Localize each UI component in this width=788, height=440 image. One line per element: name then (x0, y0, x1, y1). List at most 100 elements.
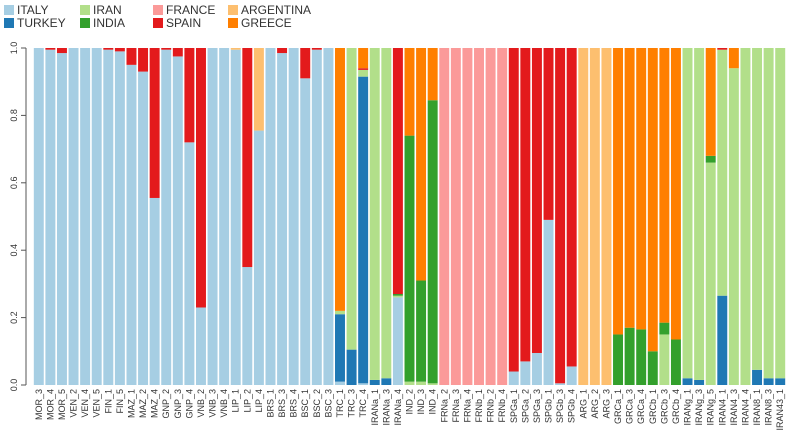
bar-segment-SPGb_1-spain (543, 48, 554, 220)
bar-segment-IRAN4_3-greece (728, 48, 739, 69)
bar-segment-IRANg_3-turkey (694, 379, 705, 385)
legend-label-turkey: TURKEY (17, 16, 66, 30)
bar-segment-TRC_3-turkey (346, 349, 357, 385)
bar-segment-IRANa_4-india (392, 294, 403, 296)
bar-segment-IRANa_4-iran (392, 295, 403, 298)
bar-segment-SPGb_4-italy (566, 366, 577, 385)
bar-segment-TRC_1-italy (335, 381, 345, 385)
bar-segment-TRC_4-greece (358, 48, 369, 69)
x-tick-label: MAZ_4 (150, 389, 160, 418)
bar-segment-IND_2-india (404, 135, 415, 382)
bar-segment-IND_2-iran (404, 381, 415, 385)
bar-segment-SPGa_1-spain (508, 48, 519, 372)
x-tick-label: BSC_2 (312, 389, 322, 418)
bar-segment-GRCa_1-india (613, 334, 623, 385)
x-tick-label: LIP_2 (242, 389, 252, 413)
bar-segment-LIP_2-spain (242, 48, 253, 268)
bar-segment-GRCa_3-india (624, 327, 635, 385)
x-tick-label: IRAN4_4 (740, 389, 750, 426)
x-tick-label: TRC_1 (335, 389, 345, 418)
x-tick-label: GNP_2 (161, 389, 171, 419)
legend-swatch-spain (153, 18, 163, 28)
x-tick-label: MOR_3 (34, 389, 44, 420)
bar-segment-BSC_2-italy (311, 49, 322, 385)
y-tick-label: 0.0 (9, 379, 19, 392)
bar-segment-MAZ_1-spain (126, 48, 137, 65)
bar-segment-GNP_3-spain (172, 48, 183, 57)
y-tick-label: 1.0 (9, 42, 19, 55)
bar-segment-IRAN43_1-turkey (775, 378, 786, 385)
bar-segment-TRC_1-iran (335, 310, 345, 315)
x-tick-label: SPGa_3 (532, 389, 542, 423)
bar-segment-GRCa_4-india (636, 329, 647, 385)
bar-segment-SPGb_4-spain (566, 48, 577, 367)
bar-segment-MAZ_2-italy (138, 71, 149, 385)
bar-segment-FRNa_2-france (439, 48, 450, 385)
legend-label-spain: SPAIN (166, 16, 201, 30)
bar-segment-SPGa_1-italy (508, 371, 519, 385)
legend-swatch-argentina (228, 5, 238, 15)
bar-segment-LIP_2-italy (242, 267, 253, 385)
bar-segment-SPGb_3-spain (555, 48, 566, 384)
x-tick-label: ARG_2 (590, 389, 600, 419)
y-tick-label: 0.4 (9, 244, 19, 257)
bar-segment-GRCb_1-greece (647, 48, 658, 352)
x-tick-label: GRCb_3 (659, 389, 669, 424)
bar-segment-FRNb_2-france (485, 48, 496, 385)
bar-segment-FIN_5-spain (114, 48, 125, 52)
x-tick-label: SPGa_2 (520, 389, 530, 423)
x-tick-label: SPGb_1 (544, 389, 554, 423)
x-tick-label: LIP_4 (254, 389, 264, 413)
bar-segment-FRNa_3-france (450, 48, 461, 385)
bar-segment-GRCb_3-iran (659, 334, 670, 385)
legend-swatch-iran (80, 5, 90, 15)
bar-segment-FIN_1-spain (103, 48, 114, 50)
bar-segment-IRAN8_1-turkey (752, 369, 763, 385)
x-tick-label: FRNa_3 (451, 389, 461, 423)
bar-segment-MOR_5-italy (56, 53, 67, 386)
y-axis: 0.0 0.2 0.4 0.6 0.8 1.0 (9, 42, 27, 392)
bar-segment-TRC_4-italy (358, 383, 369, 385)
x-tick-label: BSC_3 (323, 389, 333, 418)
x-tick-label: IRAN4_1 (717, 389, 727, 426)
x-tick-label: IRANg_3 (694, 389, 704, 426)
bar-segment-TRC_1-turkey (335, 314, 345, 382)
bar-segment-IND_3-iran (416, 381, 427, 385)
x-axis-labels: MOR_3 MOR_4 MOR_5 VEN_2 VEN_4 VEN_5 FIN_1 FIN_5… (34, 389, 785, 431)
x-tick-label: IRAN8_3 (764, 389, 774, 426)
legend-label-india: INDIA (93, 16, 125, 30)
x-tick-label: VNB_3 (208, 389, 218, 418)
x-tick-label: VEN_2 (69, 389, 79, 418)
bar-segment-ARG_2-argentina (589, 48, 600, 385)
bar-segment-IRANg_5-iran (705, 162, 716, 385)
bar-segment-IRANa_3-turkey (381, 378, 392, 385)
bar-segment-TRC_4-spain (358, 68, 369, 70)
x-tick-label: GRCb_4 (671, 389, 681, 424)
x-tick-label: ARG_1 (578, 389, 588, 419)
bar-segment-IRAN8_3-turkey (763, 378, 774, 385)
x-tick-label: IRANa_4 (393, 389, 403, 426)
legend-swatch-italy (4, 5, 14, 15)
legend-swatch-greece (228, 18, 238, 28)
bar-segment-IRAN43_1-iran (775, 48, 786, 379)
bar-segment-BRS_4-italy (288, 48, 299, 385)
bar-segment-IRANa_3-iran (381, 48, 392, 379)
bar-segment-FRNb_4-france (497, 48, 508, 385)
x-tick-label: FRNb_4 (497, 389, 507, 423)
bar-segment-LIP_1-italy (230, 49, 241, 385)
bar-segment-MOR_5-spain (56, 48, 67, 54)
x-tick-label: FRNa_4 (462, 389, 472, 423)
bar-segment-MAZ_4-spain (149, 48, 160, 198)
x-tick-label: IRANa_3 (381, 389, 391, 426)
x-tick-label: VEN_5 (92, 389, 102, 418)
bar-segment-BRS_1-italy (265, 48, 276, 385)
bar-segment-GRCa_3-greece (624, 48, 635, 328)
bar-segment-TRC_4-turkey (358, 76, 369, 384)
x-tick-label: GRCb_1 (648, 389, 658, 424)
bar-segment-GNP_3-italy (172, 56, 183, 386)
bar-segment-GNP_2-spain (161, 48, 172, 50)
bar-segment-MAZ_4-italy (149, 197, 160, 385)
y-tick-label: 0.2 (9, 311, 19, 324)
